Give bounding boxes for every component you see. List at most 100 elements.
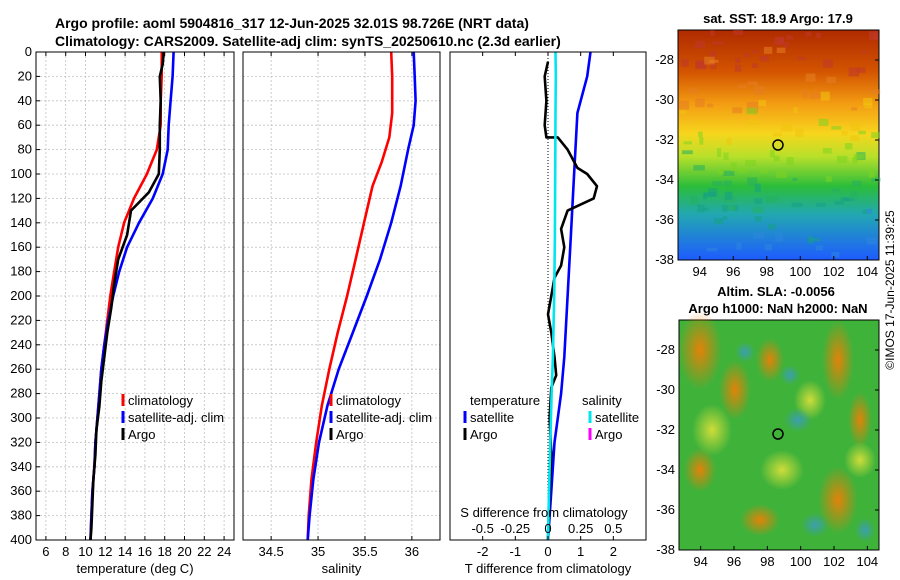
difference-chart: -2 -1 0 1 2 T difference from climatology S di… (449, 51, 647, 576)
salinity-xtick-label: 34.5 (258, 544, 283, 559)
sst-pixel (831, 252, 840, 258)
temperature-xtick-label: 22 (197, 544, 211, 559)
sst-pixel (693, 165, 705, 171)
salinity-xtick-label: 35.5 (352, 544, 377, 559)
temperature-legend-label: satellite-adj. clim (128, 410, 224, 425)
salinity-xtick-label: 36 (405, 544, 419, 559)
sst-pixel (848, 67, 860, 77)
salinity-frame (242, 51, 441, 541)
sst-pixel (727, 205, 736, 211)
sla-anomaly-blob (740, 504, 780, 536)
sst-pixel (710, 63, 717, 70)
sst-pixel (857, 67, 866, 74)
sst-pixel (699, 137, 704, 145)
sst-pixel (764, 244, 772, 251)
sst-pixel (723, 152, 729, 161)
y-tick-label: 320 (10, 434, 32, 449)
salinity-xtick-label: 35 (311, 544, 325, 559)
sst-pixel (755, 216, 762, 222)
sst-pixel (709, 51, 717, 58)
y-tick-label: 340 (10, 459, 32, 474)
sst-pixel (853, 154, 864, 160)
temperature-xtick-label: 8 (62, 544, 69, 559)
sst-pixel (704, 192, 716, 197)
y-tick-label: 200 (10, 288, 32, 303)
map-xtick-label: 96 (726, 264, 740, 279)
difference-xtick-label: 0 (544, 544, 551, 559)
sst-pixel (773, 155, 780, 162)
sst-pixel (706, 247, 717, 252)
sst-pixel (786, 157, 794, 165)
difference-x2tick-label: 0 (544, 521, 551, 536)
map-ytick-label: -36 (656, 502, 675, 517)
sst-pixel (869, 89, 881, 94)
difference-x2label: S difference from climatology (460, 505, 628, 520)
sst-pixel (783, 41, 789, 48)
salinity-legend-label: climatology (336, 393, 402, 408)
difference-xtick-label: -1 (510, 544, 522, 559)
sst-pixel (679, 110, 687, 115)
map-ytick-label: -38 (656, 542, 675, 557)
y-tick-label: 220 (10, 312, 32, 327)
map-ytick-label: -34 (656, 462, 675, 477)
sst-pixel (698, 120, 706, 124)
sst-pixel (696, 60, 707, 69)
difference-x2tick-label: 0.25 (568, 521, 593, 536)
sst-pixel (866, 237, 877, 245)
sla-map-axes: 94 96 98 100 102 104 -28 -30 -32 -34 -36 -38 (656, 342, 879, 569)
sst-pixel (721, 204, 728, 213)
sst-pixel (752, 50, 758, 54)
salinity-xlabel: salinity (322, 561, 362, 576)
map-ytick-label: -30 (656, 382, 675, 397)
sst-pixel (834, 201, 844, 205)
sla-map-title-line-2: Argo h1000: NaN h2000: NaN (688, 301, 867, 316)
sst-pixel (868, 31, 878, 41)
sla-texture (678, 310, 876, 542)
sst-pixel (713, 218, 724, 225)
temperature-xtick-label: 10 (78, 544, 92, 559)
sst-pixel (836, 155, 848, 164)
sst-pixel (802, 90, 808, 99)
sst-pixel (760, 169, 768, 174)
sst-pixel (763, 46, 773, 54)
map-ytick-label: -36 (655, 212, 674, 227)
y-tick-label: 380 (10, 508, 32, 523)
map-xtick-label: 102 (823, 264, 845, 279)
sst-pixel (689, 87, 698, 94)
sst-pixel (709, 59, 719, 63)
difference-x2tick-label: 0.5 (604, 521, 622, 536)
sst-pixel (706, 103, 714, 108)
sst-pixel (717, 148, 722, 157)
y-tick-label: 360 (10, 483, 32, 498)
sst-pixel (766, 195, 778, 203)
sla-anomaly-blob (801, 513, 829, 537)
y-tick-label: 260 (10, 361, 32, 376)
sst-argo-marker (772, 139, 784, 151)
sla-anomaly-blob (822, 320, 854, 400)
sst-pixel (797, 56, 805, 61)
sst-pixel (826, 76, 836, 84)
sst-pixel (689, 196, 699, 205)
sst-pixel (682, 150, 693, 155)
sst-pixel (840, 197, 850, 201)
sst-pixel (832, 188, 841, 193)
sst-pixel (726, 138, 732, 145)
sst-pixel (786, 35, 793, 40)
sla-anomaly-blob (735, 342, 755, 362)
y-tick-label: 180 (10, 264, 32, 279)
sla-anomaly-blob (760, 450, 804, 490)
salinity-legend-label: Argo (336, 427, 363, 442)
y-tick-label: 60 (18, 117, 32, 132)
y-tick-label: 100 (10, 166, 32, 181)
temperature-series-argo (89, 51, 165, 541)
sst-pixel (805, 31, 812, 37)
sla-argo-marker (772, 428, 784, 440)
sst-pixel (753, 232, 765, 239)
map-xtick-label: 96 (727, 554, 741, 569)
map-xtick-label: 104 (856, 264, 878, 279)
difference-legend-label: temperature (470, 393, 540, 408)
map-xtick-label: 98 (760, 554, 774, 569)
sst-pixel (726, 120, 734, 124)
sst-pixel (738, 84, 747, 89)
sst-pixel (723, 180, 733, 187)
